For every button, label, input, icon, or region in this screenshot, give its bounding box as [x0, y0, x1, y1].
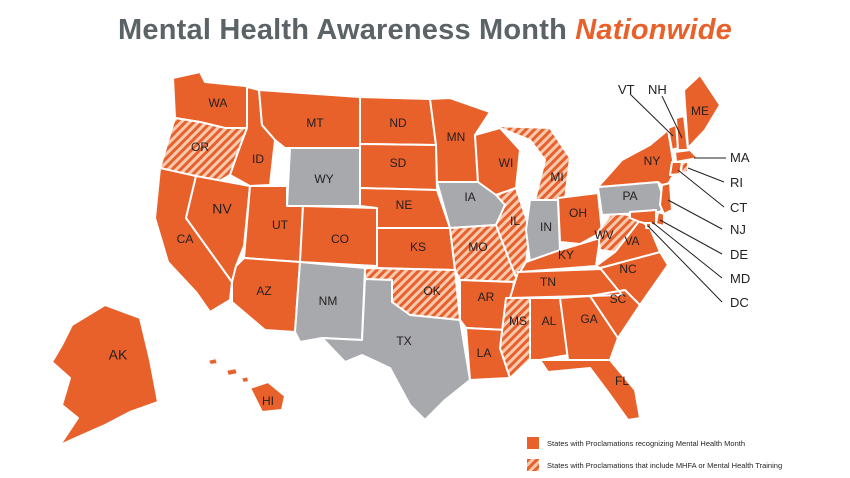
state-NJ — [659, 182, 673, 215]
state-OH — [557, 192, 603, 245]
callout-NH: NH — [648, 82, 667, 97]
callout-VT: VT — [618, 82, 635, 97]
label-OR: OR — [191, 140, 209, 154]
label-OK: OK — [423, 284, 440, 298]
leader-NJ — [667, 199, 723, 230]
label-ME: ME — [691, 104, 709, 118]
legend-swatch-hatched — [527, 459, 539, 471]
label-AL: AL — [542, 314, 557, 328]
leader-RI — [687, 167, 725, 183]
state-ME — [683, 74, 721, 149]
label-VA: VA — [624, 234, 639, 248]
label-MO: MO — [468, 240, 487, 254]
state-MS — [499, 297, 531, 379]
label-NC: NC — [619, 262, 637, 276]
leader-MD — [651, 221, 723, 279]
label-LA: LA — [477, 346, 492, 360]
leader-CT — [677, 169, 725, 208]
label-SC: SC — [610, 292, 627, 306]
legend-swatch-solid — [527, 437, 539, 449]
label-FL: FL — [615, 374, 629, 388]
legend-item-solid: States with Proclamations recognizing Me… — [527, 437, 745, 449]
callout-MD: MD — [730, 271, 750, 286]
label-NM: NM — [319, 294, 338, 308]
label-MS: MS — [509, 314, 527, 328]
leader-NH — [661, 95, 683, 139]
label-MI: MI — [550, 170, 563, 184]
legend-label-solid: States with Proclamations recognizing Me… — [547, 438, 746, 448]
label-WV: WV — [594, 228, 613, 242]
label-IA: IA — [464, 190, 475, 204]
label-CO: CO — [331, 232, 349, 246]
state-CT — [669, 161, 683, 176]
state-AK — [51, 304, 159, 446]
callout-CT: CT — [730, 200, 747, 215]
callout-RI: RI — [730, 175, 743, 190]
state-HI — [207, 357, 286, 413]
label-NE: NE — [396, 198, 413, 212]
callout-DC: DC — [730, 295, 749, 310]
label-AK: AK — [109, 347, 128, 363]
leader-VT — [629, 93, 674, 137]
label-AR: AR — [478, 290, 495, 304]
label-MT: MT — [306, 116, 324, 130]
label-IL: IL — [510, 214, 520, 228]
legend-item-hatched: States with Proclamations that include M… — [527, 459, 782, 471]
leader-DC — [647, 225, 723, 303]
state-AL — [529, 297, 569, 361]
label-NV: NV — [212, 201, 232, 217]
label-OH: OH — [569, 206, 587, 220]
leader-DE — [659, 219, 723, 255]
state-MA — [674, 149, 699, 163]
label-SD: SD — [390, 156, 407, 170]
page-title: Mental Health Awareness Month Nationwide — [0, 14, 850, 47]
title-main: Mental Health Awareness Month — [118, 14, 567, 46]
label-KY: KY — [558, 248, 574, 262]
state-GA — [559, 295, 619, 361]
callout-MA: MA — [730, 150, 750, 165]
state-FL — [539, 359, 641, 421]
label-WA: WA — [209, 96, 228, 110]
state-TX — [321, 278, 471, 421]
label-CA: CA — [177, 232, 194, 246]
label-IN: IN — [540, 220, 552, 234]
label-MN: MN — [447, 130, 466, 144]
callout-NJ: NJ — [730, 222, 746, 237]
state-DC — [645, 222, 652, 229]
state-NC — [589, 251, 669, 306]
label-HI: HI — [262, 394, 274, 408]
state-NY — [597, 129, 676, 189]
state-RI — [680, 161, 689, 174]
label-NY: NY — [644, 154, 661, 168]
title-accent: Nationwide — [575, 14, 732, 46]
label-ND: ND — [389, 116, 407, 130]
label-AZ: AZ — [256, 284, 271, 298]
legend-label-hatched: States with Proclamations that include M… — [547, 460, 783, 470]
label-TN: TN — [540, 275, 556, 289]
label-TX: TX — [396, 334, 411, 348]
label-GA: GA — [580, 312, 597, 326]
label-WY: WY — [314, 172, 333, 186]
callout-DE: DE — [730, 247, 748, 262]
state-DE — [655, 211, 665, 227]
label-WI: WI — [499, 156, 514, 170]
label-UT: UT — [272, 218, 289, 232]
label-KS: KS — [410, 240, 426, 254]
label-PA: PA — [622, 189, 637, 203]
label-ID: ID — [252, 152, 264, 166]
